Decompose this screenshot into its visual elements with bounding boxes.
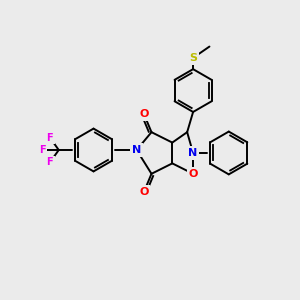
Text: O: O [140,187,149,196]
Text: N: N [132,145,141,155]
Text: F: F [46,158,53,167]
Text: N: N [188,148,198,158]
Text: S: S [189,53,197,63]
Text: O: O [188,169,198,179]
Text: F: F [39,145,46,155]
Text: F: F [46,133,53,142]
Text: O: O [140,109,149,119]
